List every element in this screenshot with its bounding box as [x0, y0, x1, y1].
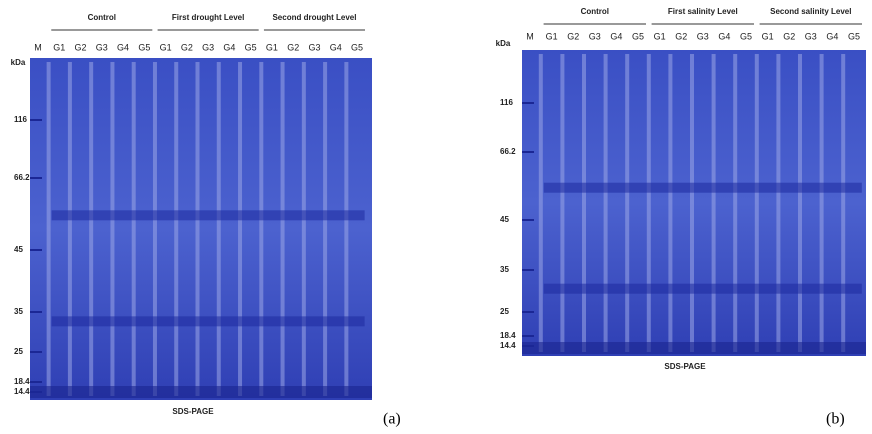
group-label: Second drought Level	[272, 13, 356, 22]
lane-gap	[798, 54, 802, 352]
marker-label: 116	[14, 115, 27, 124]
lane-gap	[216, 62, 221, 396]
marker-label: 35	[14, 307, 23, 316]
lane-gap	[625, 54, 630, 352]
lane-gap	[280, 62, 285, 396]
marker-label: 66.2	[500, 147, 516, 156]
lane-label: G3	[589, 31, 601, 41]
lane-label: G4	[718, 31, 730, 41]
lane-gap	[560, 54, 565, 352]
lane-label: G3	[805, 31, 817, 41]
lane-label: G2	[783, 31, 795, 41]
lane-gap	[89, 62, 94, 396]
lane-label: G2	[567, 31, 579, 41]
gel-panel	[522, 50, 866, 356]
lane-label: G5	[848, 31, 860, 41]
marker-label: 18.4	[14, 377, 30, 386]
bottom-band	[30, 386, 372, 398]
marker-label: 25	[14, 347, 23, 356]
marker-label: 116	[500, 98, 513, 107]
lane-gap	[646, 54, 651, 352]
panel-letter: (a)	[383, 411, 401, 428]
lane-label: G3	[308, 42, 320, 52]
lane-label: G4	[223, 42, 235, 52]
lane-label: G5	[632, 31, 644, 41]
lane-gap	[538, 54, 543, 352]
unit-label: kDa	[11, 58, 26, 67]
marker-label: 35	[500, 265, 509, 274]
lane-gap	[582, 54, 586, 352]
lane-gap	[754, 54, 759, 352]
lane-gap	[195, 62, 200, 396]
group-label: Second salinity Level	[770, 7, 851, 16]
lane-gap	[46, 62, 51, 396]
lane-gap	[131, 62, 136, 396]
lane-label: G5	[245, 42, 257, 52]
lane-gap	[152, 62, 157, 396]
group-label: Control	[581, 7, 609, 16]
marker-label: 66.2	[14, 173, 30, 182]
lane-label: G3	[202, 42, 214, 52]
lane-gap	[344, 62, 349, 396]
marker-label: 25	[500, 307, 509, 316]
protein-band	[543, 182, 862, 193]
group-label: First salinity Level	[668, 7, 738, 16]
lane-gap	[819, 54, 824, 352]
lane-gap	[67, 62, 72, 396]
lane-label: G3	[96, 42, 108, 52]
marker-label: 18.4	[500, 331, 516, 340]
group-label: First drought Level	[172, 13, 244, 22]
lane-label: G3	[697, 31, 709, 41]
lane-label: G5	[138, 42, 150, 52]
lane-gap	[776, 54, 781, 352]
lane-label: G1	[762, 31, 774, 41]
protein-band	[543, 283, 862, 294]
bottom-band	[522, 342, 866, 354]
marker-label: 14.4	[500, 341, 516, 350]
lane-label: G2	[675, 31, 687, 41]
protein-band	[51, 210, 365, 221]
protein-band	[51, 316, 365, 327]
lane-label: G4	[610, 31, 622, 41]
gel	[30, 58, 372, 400]
lane-label: G4	[117, 42, 129, 52]
panel-letter: (b)	[826, 411, 845, 428]
marker-label: 14.4	[14, 387, 30, 396]
lane-label: G1	[546, 31, 558, 41]
lane-gap	[690, 54, 694, 352]
lane-label: G2	[287, 42, 299, 52]
lane-label: G1	[266, 42, 278, 52]
lane-gap	[174, 62, 179, 396]
lane-label: G1	[160, 42, 172, 52]
lane-gap	[323, 62, 328, 396]
lane-label: G4	[330, 42, 342, 52]
gel-caption: SDS-PAGE	[172, 407, 214, 416]
gel-caption: SDS-PAGE	[664, 362, 706, 371]
lane-label: M	[526, 31, 534, 41]
lane-gap	[711, 54, 716, 352]
lane-gap	[259, 62, 264, 396]
lane-gap	[733, 54, 738, 352]
marker-label: 45	[500, 215, 509, 224]
lane-gap	[668, 54, 673, 352]
gel-panel	[30, 58, 372, 400]
lane-label: G2	[181, 42, 193, 52]
lane-label: G4	[826, 31, 838, 41]
lane-gap	[603, 54, 608, 352]
lane-label: G2	[75, 42, 87, 52]
lane-gap	[110, 62, 115, 396]
lane-gap	[841, 54, 846, 352]
lane-gap	[238, 62, 243, 396]
lane-gap	[301, 62, 306, 396]
lane-label: G5	[740, 31, 752, 41]
lane-label: M	[34, 42, 42, 52]
lane-label: G1	[654, 31, 666, 41]
marker-label: 45	[14, 245, 23, 254]
group-label: Control	[88, 13, 116, 22]
unit-label: kDa	[496, 39, 511, 48]
lane-label: G1	[53, 42, 65, 52]
lane-label: G5	[351, 42, 363, 52]
